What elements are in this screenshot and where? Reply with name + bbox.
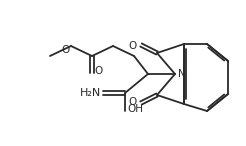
Text: O: O	[62, 45, 70, 55]
Text: O: O	[94, 66, 102, 76]
Text: H₂N: H₂N	[80, 88, 101, 98]
Text: O: O	[129, 97, 137, 107]
Text: O: O	[129, 41, 137, 51]
Text: OH: OH	[127, 104, 143, 114]
Text: N: N	[178, 69, 186, 79]
